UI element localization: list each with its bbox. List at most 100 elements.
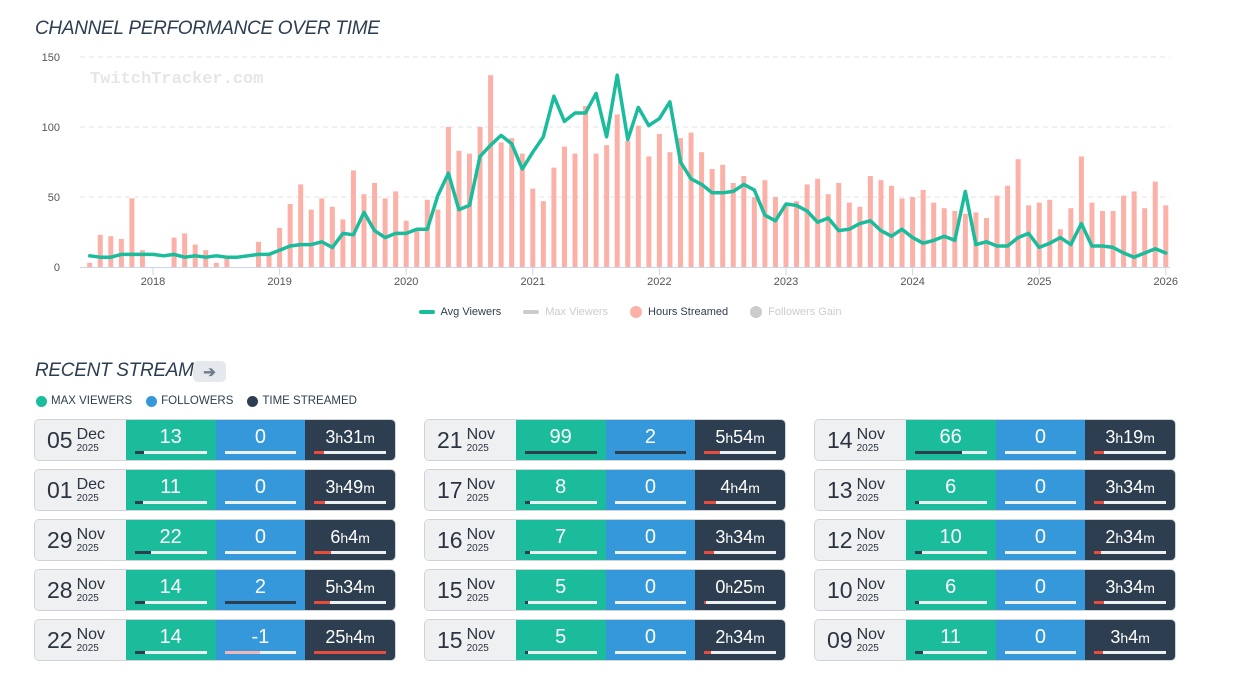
minutes-unit: m bbox=[753, 430, 765, 446]
stream-year: 2025 bbox=[856, 542, 879, 554]
time-streamed-value: 3h34m bbox=[1105, 477, 1155, 510]
legend-item-hours-streamed[interactable]: Hours Streamed bbox=[630, 306, 728, 318]
max-viewers-progress-fill bbox=[524, 501, 530, 504]
minutes-unit: m bbox=[1138, 630, 1150, 646]
hours-bar bbox=[213, 262, 219, 267]
time-streamed-progress bbox=[314, 501, 386, 504]
time-streamed-progress-fill bbox=[1094, 451, 1104, 454]
time-streamed-progress bbox=[1094, 501, 1166, 504]
hours-bar bbox=[656, 134, 662, 267]
hours-bar bbox=[762, 180, 768, 267]
hours-bar bbox=[772, 197, 778, 267]
hours-bar bbox=[825, 194, 831, 267]
stream-card[interactable]: 17 Nov 2025 8 0 4h4m bbox=[424, 469, 786, 511]
legend-dot-icon bbox=[750, 306, 763, 318]
max-viewers-progress bbox=[134, 451, 207, 454]
stream-date: 15 Nov 2025 bbox=[425, 570, 516, 610]
hours-bar bbox=[720, 164, 726, 267]
stream-card[interactable]: 01 Dec 2025 11 0 3h49m bbox=[34, 469, 396, 511]
chart-title: CHANNEL PERFORMANCE OVER TIME bbox=[35, 18, 380, 39]
recent-streams-more-button[interactable]: ➔ bbox=[193, 361, 226, 382]
stream-card[interactable]: 10 Nov 2025 6 0 3h34m bbox=[814, 569, 1176, 611]
time-hours: 3 bbox=[325, 427, 336, 447]
stream-month-year: Nov 2025 bbox=[76, 625, 106, 654]
hours-bar bbox=[583, 106, 589, 267]
max-viewers-cell: 6 bbox=[905, 470, 996, 510]
max-viewers-cell: 13 bbox=[125, 420, 216, 460]
hours-bar bbox=[857, 206, 863, 267]
hours-bar bbox=[783, 204, 789, 267]
stream-card[interactable]: 13 Nov 2025 6 0 3h34m bbox=[814, 469, 1176, 511]
hours-unit: h bbox=[730, 480, 739, 496]
stream-month: Dec bbox=[76, 475, 106, 493]
stream-month-year: Nov 2025 bbox=[857, 476, 885, 504]
hours-unit: h bbox=[335, 580, 344, 596]
stream-card[interactable]: 09 Nov 2025 11 0 3h4m bbox=[814, 619, 1176, 661]
stream-date: 13 Nov 2025 bbox=[815, 470, 906, 510]
avg-viewers-line bbox=[87, 73, 1168, 259]
time-streamed-progress-fill bbox=[704, 501, 716, 504]
max-viewers-value: 8 bbox=[555, 476, 567, 498]
stream-card[interactable]: 28 Nov 2025 14 2 5h34m bbox=[34, 569, 396, 611]
stream-card[interactable]: 22 Nov 2025 14 -1 25h4m bbox=[34, 619, 396, 661]
hours-bar bbox=[625, 141, 631, 267]
hours-unit: h bbox=[1115, 430, 1124, 446]
stream-month: Nov bbox=[76, 625, 106, 643]
legend-item-max-viewers[interactable]: Max Viewers bbox=[523, 306, 608, 318]
hours-bar bbox=[1036, 202, 1042, 267]
followers-cell: 2 bbox=[215, 570, 306, 610]
followers-cell: 2 bbox=[605, 420, 696, 460]
max-viewers-value: 6 bbox=[945, 476, 957, 498]
legend-item-avg-viewers[interactable]: Avg Viewers bbox=[418, 306, 501, 318]
stream-year: 2025 bbox=[76, 442, 99, 454]
max-viewers-progress-fill bbox=[134, 551, 151, 554]
stream-year: 2025 bbox=[856, 442, 879, 454]
hours-bar bbox=[572, 153, 578, 267]
stream-day: 13 bbox=[827, 476, 853, 503]
y-tick-label: 100 bbox=[42, 122, 60, 134]
stream-card[interactable]: 12 Nov 2025 10 0 2h34m bbox=[814, 519, 1176, 561]
x-tick-label: 2023 bbox=[774, 276, 798, 288]
stream-card[interactable]: 15 Nov 2025 5 0 0h25m bbox=[424, 569, 786, 611]
stream-month-year: Nov 2025 bbox=[467, 526, 495, 554]
stream-card[interactable]: 14 Nov 2025 66 0 3h19m bbox=[814, 419, 1176, 461]
stream-day: 28 bbox=[47, 576, 73, 603]
followers-progress-fill bbox=[224, 651, 261, 654]
legend-dot-icon bbox=[630, 306, 643, 318]
followers-cell: 0 bbox=[605, 520, 696, 560]
max-viewers-progress bbox=[524, 651, 597, 654]
max-viewers-progress-fill bbox=[134, 451, 145, 454]
time-hours: 3 bbox=[1105, 477, 1116, 497]
stream-card[interactable]: 15 Nov 2025 5 0 2h34m bbox=[424, 619, 786, 661]
legend-label: Followers Gain bbox=[768, 306, 842, 318]
max-viewers-progress bbox=[134, 501, 207, 504]
streams-legend: MAX VIEWERS FOLLOWERS TIME STREAMED bbox=[36, 395, 357, 407]
max-viewers-cell: 5 bbox=[515, 620, 606, 660]
stream-month: Nov bbox=[856, 625, 886, 643]
max-viewers-cell: 8 bbox=[515, 470, 606, 510]
stream-year: 2025 bbox=[76, 642, 99, 654]
stream-card[interactable]: 16 Nov 2025 7 0 3h34m bbox=[424, 519, 786, 561]
hours-bar bbox=[224, 255, 230, 267]
hours-bar bbox=[445, 127, 451, 267]
stream-date: 16 Nov 2025 bbox=[425, 520, 516, 560]
stream-date: 01 Dec 2025 bbox=[35, 470, 126, 510]
time-minutes: 34 bbox=[1123, 477, 1144, 497]
time-streamed-cell: 3h31m bbox=[305, 420, 395, 460]
x-tick-label: 2020 bbox=[394, 276, 418, 288]
hours-bar bbox=[498, 142, 504, 267]
stream-card[interactable]: 05 Dec 2025 13 0 3h31m bbox=[34, 419, 396, 461]
streams-legend-item: FOLLOWERS bbox=[146, 395, 233, 407]
max-viewers-value: 6 bbox=[945, 576, 957, 598]
stream-card[interactable]: 29 Nov 2025 22 0 6h4m bbox=[34, 519, 396, 561]
followers-cell: 0 bbox=[995, 570, 1086, 610]
max-viewers-progress bbox=[524, 601, 597, 604]
hours-bar bbox=[688, 132, 694, 267]
hours-unit: h bbox=[1120, 630, 1129, 646]
max-viewers-progress bbox=[914, 651, 987, 654]
hours-bar bbox=[794, 201, 800, 267]
legend-line-icon bbox=[418, 310, 435, 314]
stream-card[interactable]: 21 Nov 2025 99 2 5h54m bbox=[424, 419, 786, 461]
time-hours: 5 bbox=[325, 577, 336, 597]
legend-item-followers-gain[interactable]: Followers Gain bbox=[750, 306, 841, 318]
